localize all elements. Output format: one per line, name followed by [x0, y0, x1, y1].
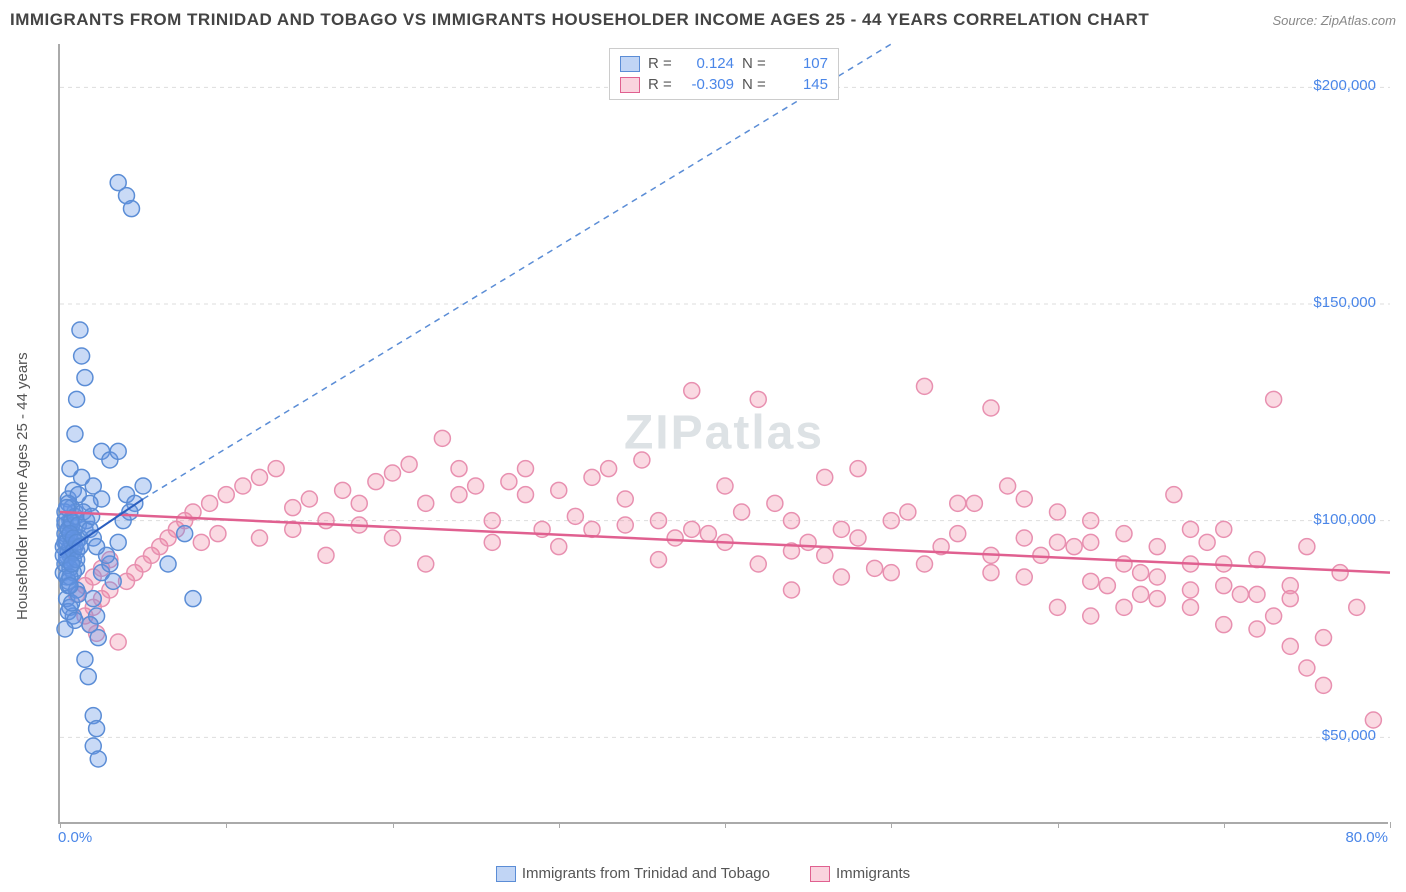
x-tick-mark: [1224, 822, 1225, 828]
source-label: Source: ZipAtlas.com: [1272, 13, 1396, 28]
r-value-2: -0.309: [684, 76, 734, 93]
n-value-2: 145: [778, 76, 828, 93]
x-tick-mark: [1058, 822, 1059, 828]
x-tick-mark: [226, 822, 227, 828]
x-max-label: 80.0%: [1345, 829, 1388, 846]
y-tick-label: $100,000: [1313, 511, 1376, 528]
legend-stats-row-2: R = -0.309 N = 145: [620, 74, 828, 95]
n-label-2: N =: [742, 76, 770, 93]
n-value-1: 107: [778, 55, 828, 72]
x-tick-mark: [559, 822, 560, 828]
legend-swatch-pink: [620, 77, 640, 93]
legend-text-1: Immigrants from Trinidad and Tobago: [522, 865, 770, 882]
legend-swatch-blue: [620, 56, 640, 72]
legend-swatch-pink-icon: [810, 866, 830, 882]
x-tick-mark: [891, 822, 892, 828]
legend-stats-row-1: R = 0.124 N = 107: [620, 53, 828, 74]
x-tick-mark: [725, 822, 726, 828]
chart-area: ZIPatlas R = 0.124 N = 107 R = -0.309 N …: [58, 44, 1388, 824]
legend-item-2: Immigrants: [810, 865, 910, 882]
x-tick-mark: [60, 822, 61, 828]
r-value-1: 0.124: [684, 55, 734, 72]
legend-swatch-blue-icon: [496, 866, 516, 882]
x-tick-mark: [1390, 822, 1391, 828]
r-label: R =: [648, 55, 676, 72]
header: IMMIGRANTS FROM TRINIDAD AND TOBAGO VS I…: [10, 10, 1396, 30]
y-axis-label: Householder Income Ages 25 - 44 years: [14, 352, 31, 620]
legend-item-1: Immigrants from Trinidad and Tobago: [496, 865, 770, 882]
legend-stats-box: R = 0.124 N = 107 R = -0.309 N = 145: [609, 48, 839, 100]
x-tick-mark: [393, 822, 394, 828]
r-label-2: R =: [648, 76, 676, 93]
y-tick-label: $150,000: [1313, 294, 1376, 311]
y-tick-label: $200,000: [1313, 77, 1376, 94]
scatter-plot: [60, 44, 1388, 822]
x-min-label: 0.0%: [58, 829, 92, 846]
y-tick-label: $50,000: [1322, 727, 1376, 744]
chart-title: IMMIGRANTS FROM TRINIDAD AND TOBAGO VS I…: [10, 10, 1149, 30]
legend-bottom: 0.0% Immigrants from Trinidad and Tobago…: [0, 865, 1406, 882]
legend-text-2: Immigrants: [836, 865, 910, 882]
n-label: N =: [742, 55, 770, 72]
